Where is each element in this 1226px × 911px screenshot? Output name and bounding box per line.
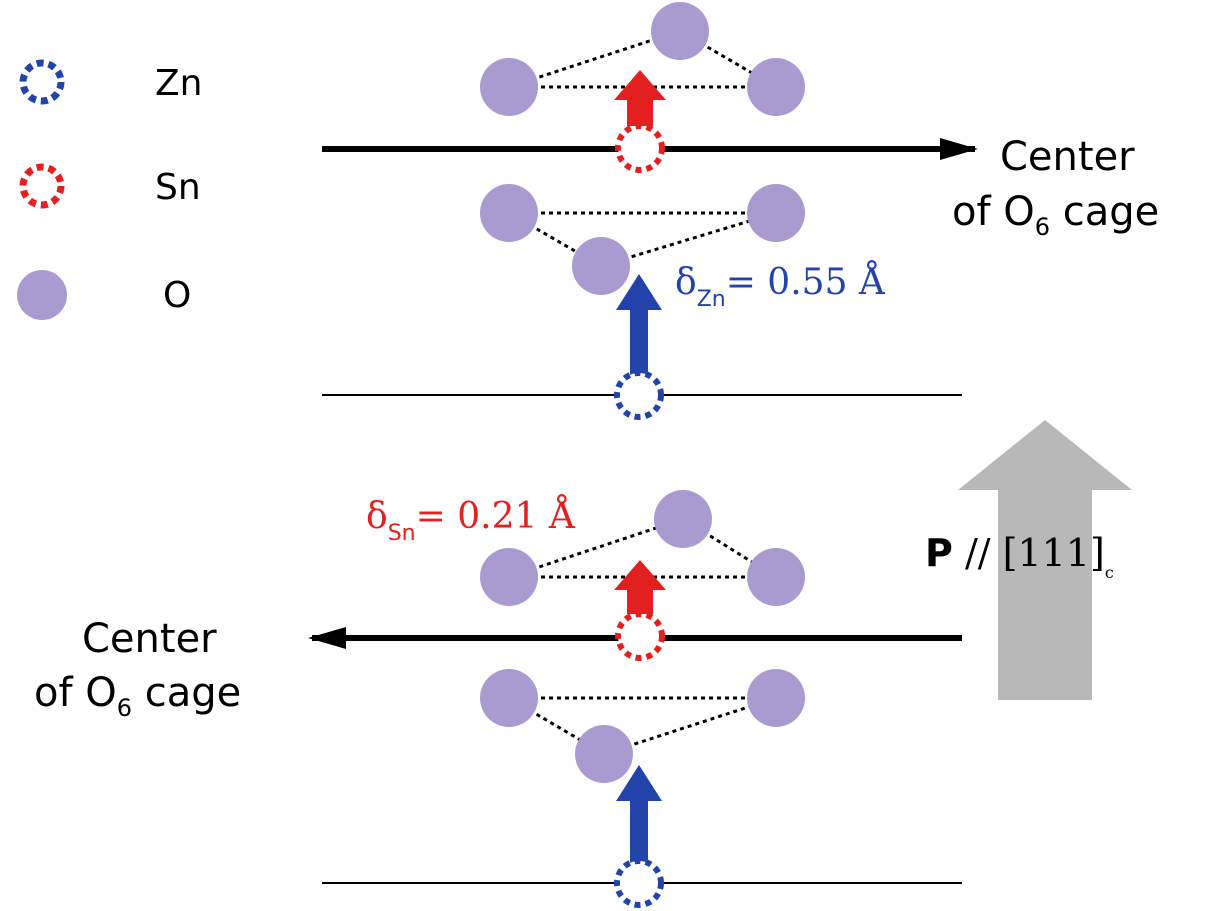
legend-o-label: O [163,275,191,316]
oxygen-atom [480,58,538,116]
oxygen-atom [747,548,805,606]
oxygen-atom [747,58,805,116]
oxygen-atom [651,2,709,60]
upper-unit: Center of O6 cage δZn= 0.55 Å [322,2,1159,420]
legend-sn-label: Sn [155,167,201,208]
center-label-top-line2: of O6 cage [952,189,1159,241]
oxygen-atom [480,184,538,242]
legend-o-symbol [17,270,67,320]
polarization-label: P // [111]c [925,531,1114,582]
oxygen-atom [480,669,538,727]
sn-displacement-arrow-lower [614,560,666,614]
lower-unit: Center of O6 cage δSn= 0.21 Å [34,490,962,908]
sn-atom-upper [615,123,665,173]
center-label-bottom-line1: Center [82,616,217,662]
center-label-bottom-line2: of O6 cage [34,670,241,722]
delta-sn-label: δSn= 0.21 Å [366,495,576,546]
oxygen-atom [575,725,633,783]
polarization-arrow [958,420,1132,700]
legend-zn-symbol [19,59,65,105]
oxygen-atom [480,548,538,606]
zn-displacement-arrow-lower [616,765,662,870]
zn-atom-lower [614,858,664,908]
delta-zn-label: δZn= 0.55 Å [675,261,886,312]
sn-displacement-arrow-upper [614,70,666,126]
oxygen-atom [572,237,630,295]
legend-zn-label: Zn [155,63,202,104]
zn-atom-upper [614,370,664,420]
sn-atom-lower [615,611,665,661]
oxygen-atom [747,184,805,242]
legend-sn-symbol [19,163,65,209]
oxygen-atom [654,490,712,548]
oxygen-atom [747,669,805,727]
legend: Zn Sn O [17,59,202,320]
zn-displacement-arrow-upper [616,274,662,377]
center-label-top-line1: Center [1000,134,1135,180]
